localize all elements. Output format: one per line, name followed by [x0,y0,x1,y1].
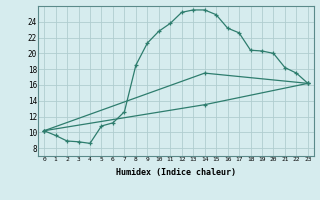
X-axis label: Humidex (Indice chaleur): Humidex (Indice chaleur) [116,168,236,177]
